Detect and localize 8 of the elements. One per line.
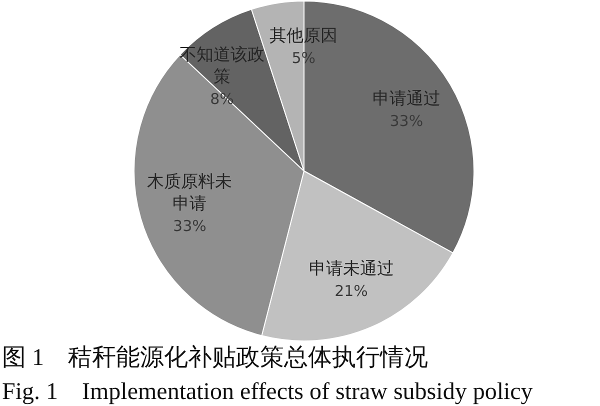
data-label: 33% xyxy=(173,216,206,238)
text: 图 1 秸秆能源化补贴政策总体执行情况 xyxy=(2,345,428,371)
data-label: 5% xyxy=(292,48,316,69)
slice-label: 申请未通过 xyxy=(308,258,394,280)
data-label: 21% xyxy=(334,281,368,302)
slice-label: 木质原料未申请 xyxy=(146,171,234,216)
text: Fig. 1 Implementation effects of straw subsidy policy xyxy=(2,379,533,405)
slice-label: 申请通过 xyxy=(372,88,440,110)
